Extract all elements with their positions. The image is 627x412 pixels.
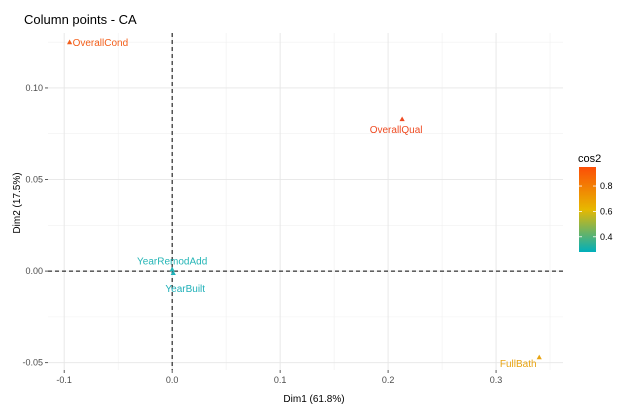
point-yearremodadd-label: YearRemodAdd xyxy=(137,256,207,267)
y-tick-label: -0.05 xyxy=(22,358,43,368)
y-tick-label: 0.05 xyxy=(25,175,43,185)
x-tick-label: 0.2 xyxy=(382,375,395,385)
legend-colorbar xyxy=(579,167,596,252)
x-tick-label: 0.1 xyxy=(274,375,287,385)
legend-title: cos2 xyxy=(578,153,601,165)
axes: -0.1 0.0 0.1 0.2 0.3 -0.05 0.00 0.05 0.10 xyxy=(22,83,502,385)
point-yearremodadd-marker xyxy=(169,266,175,272)
x-axis-label: Dim1 (61.8%) xyxy=(283,394,344,405)
legend-tick-label: 0.4 xyxy=(600,232,613,242)
x-tick-label: 0.3 xyxy=(490,375,503,385)
grid-lines xyxy=(48,33,563,370)
legend-tick-label: 0.6 xyxy=(600,206,613,216)
point-yearbuilt-marker xyxy=(170,270,176,276)
legend-tick-label: 0.8 xyxy=(600,181,613,191)
point-fullbath-label: FullBath xyxy=(500,359,537,370)
cos2-legend: cos2 0.8 0.6 0.4 xyxy=(578,153,613,252)
point-fullbath-marker xyxy=(536,354,542,360)
point-overallcond-label: OverallCond xyxy=(73,38,129,49)
y-tick-label: 0.10 xyxy=(25,83,43,93)
point-overallqual-label: OverallQual xyxy=(370,125,423,136)
reference-lines xyxy=(48,33,563,370)
y-axis-label: Dim2 (17.5%) xyxy=(12,172,23,233)
x-tick-label: -0.1 xyxy=(56,375,72,385)
point-yearbuilt-label: YearBuilt xyxy=(165,284,205,295)
point-overallqual-marker xyxy=(399,116,405,122)
chart-title: Column points - CA xyxy=(24,12,137,27)
point-overallcond-marker xyxy=(66,39,73,45)
y-tick-label: 0.00 xyxy=(25,266,43,276)
x-tick-label: 0.0 xyxy=(166,375,179,385)
data-points: OverallCond OverallQual YearRemodAdd YearBu… xyxy=(66,38,542,370)
